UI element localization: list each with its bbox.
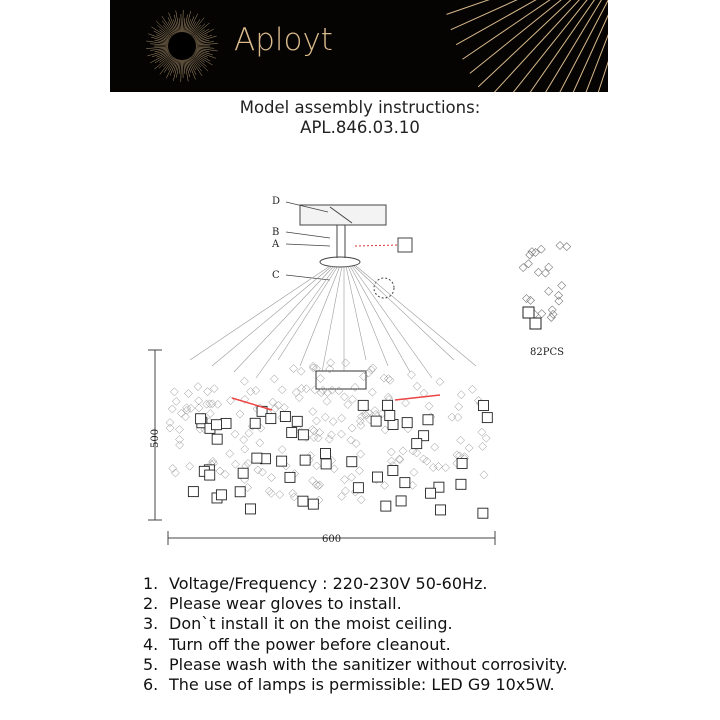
- part-label-a: A: [271, 239, 280, 250]
- brand-logo-text: Aployt: [234, 22, 333, 58]
- part-label-b: B: [272, 227, 279, 238]
- instruction-item: 5. Please wash with the sanitizer without…: [143, 654, 568, 674]
- sunburst-logo-icon: [146, 0, 608, 92]
- width-dimension-label: 600: [322, 534, 341, 545]
- instructions-list: 1. Voltage/Frequency : 220-230V 50-60Hz. …: [143, 574, 568, 695]
- instruction-item: 2. Please wear gloves to install.: [143, 594, 402, 614]
- instruction-item: 4. Turn off the power before cleanout.: [143, 634, 451, 654]
- instruction-item: 6. The use of lamps is permissible: LED G…: [143, 675, 555, 695]
- page-title: Model assembly instructions:: [239, 98, 481, 117]
- ceiling-canopy: [299, 204, 387, 226]
- brand-banner: Aployt: [110, 0, 608, 92]
- instruction-item: 1. Voltage/Frequency : 220-230V 50-60Hz.: [143, 574, 488, 593]
- part-label-c: C: [272, 270, 280, 281]
- part-label-d: D: [272, 196, 280, 207]
- pieces-count-label: 82PCS: [530, 347, 564, 358]
- instruction-item: 3. Don`t install it on the moist ceiling.: [143, 614, 453, 634]
- model-number: APL.846.03.10: [300, 118, 420, 137]
- height-dimension-label: 500: [150, 429, 161, 448]
